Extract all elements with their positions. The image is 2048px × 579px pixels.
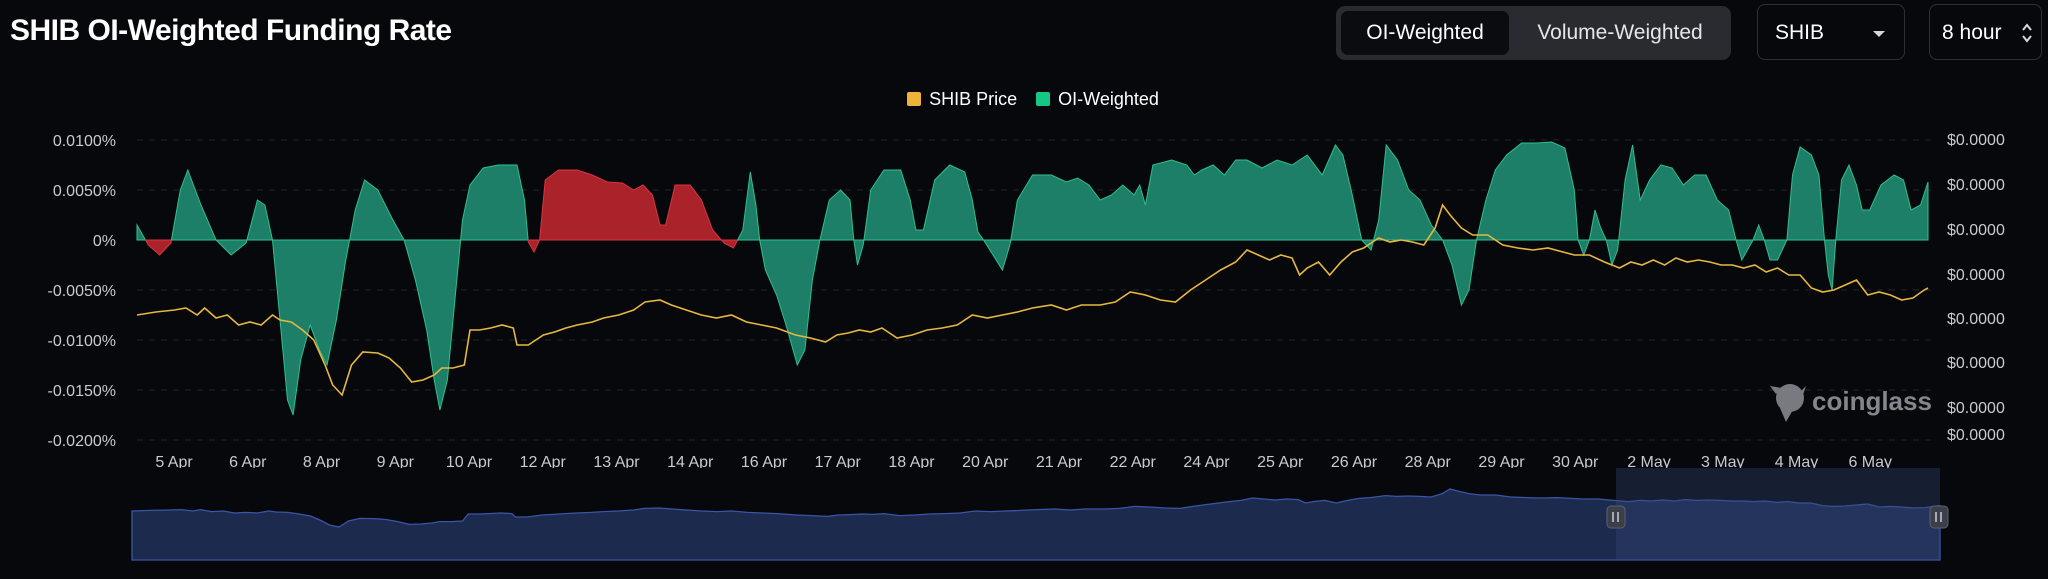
x-tick-label: 12 Apr — [520, 454, 567, 471]
symbol-select-value: SHIB — [1775, 21, 1825, 44]
y-left-tick-label: 0.0050% — [53, 183, 116, 200]
navigator[interactable] — [131, 468, 1949, 561]
updown-chevron-icon — [2022, 23, 2032, 43]
chevron-down-icon — [1873, 31, 1885, 37]
positive-funding-area — [1372, 141, 1620, 307]
y-axis-right: $0.0000 $0.0000 $0.0000 $0.0000 $0.0000 $0.00… — [1947, 132, 2005, 444]
y-right-tick-label: $0.0000 — [1947, 355, 2005, 372]
y-right-tick-label: $0.0000 — [1947, 132, 2005, 149]
positive-funding-area — [348, 179, 462, 411]
navigator-price-area — [131, 488, 1941, 561]
x-tick-label: 18 Apr — [888, 454, 935, 471]
x-tick-label: 29 Apr — [1478, 454, 1525, 471]
positive-funding-area — [863, 164, 1012, 272]
tab-oi-weighted[interactable]: OI-Weighted — [1341, 11, 1509, 55]
page-title: SHIB OI-Weighted Funding Rate — [10, 14, 452, 47]
negative-funding-area — [720, 239, 739, 249]
x-tick-label: 14 Apr — [667, 454, 714, 471]
positive-funding-area — [170, 168, 248, 256]
x-tick-label: 21 Apr — [1036, 454, 1083, 471]
x-tick-label: 26 Apr — [1331, 454, 1378, 471]
x-tick-label: 24 Apr — [1183, 454, 1230, 471]
y-left-tick-label: -0.0200% — [48, 433, 117, 450]
price-line — [136, 203, 1929, 397]
legend-swatch-oi — [1036, 92, 1051, 107]
positive-funding-area — [736, 171, 865, 367]
x-tick-label: 17 Apr — [815, 454, 862, 471]
watermark-text: coinglass — [1812, 386, 1932, 416]
price-line-group — [136, 203, 1929, 397]
x-tick-label: 22 Apr — [1110, 454, 1157, 471]
y-left-tick-label: -0.0100% — [48, 333, 117, 350]
y-right-tick-label: $0.0000 — [1947, 311, 2005, 328]
y-left-tick-label: 0.0100% — [53, 133, 116, 150]
tab-volume-weighted[interactable]: Volume-Weighted — [1537, 21, 1703, 44]
navigator-left-handle[interactable] — [1606, 505, 1626, 529]
y-right-tick-label: $0.0000 — [1947, 177, 2005, 194]
x-axis: 5 Apr 6 Apr 8 Apr 9 Apr 10 Apr 12 Apr 13 Apr 14… — [155, 454, 1892, 471]
coinglass-logo-icon — [1770, 384, 1806, 422]
x-tick-label: 2 May — [1627, 454, 1671, 471]
x-tick-label: 13 Apr — [593, 454, 640, 471]
legend-item-price[interactable]: SHIB Price — [929, 88, 1018, 109]
positive-funding-area — [136, 223, 147, 241]
x-tick-label: 30 Apr — [1552, 454, 1599, 471]
y-axis-left: 0.0100% 0.0050% 0% -0.0050% -0.0100% -0.0150%… — [48, 133, 117, 450]
y-left-tick-label: 0% — [93, 233, 116, 250]
navigator-right-handle[interactable] — [1929, 505, 1949, 529]
x-tick-label: 28 Apr — [1405, 454, 1452, 471]
x-tick-label: 10 Apr — [446, 454, 493, 471]
x-tick-label: 6 May — [1848, 454, 1892, 471]
navigator-selection[interactable] — [1616, 468, 1940, 560]
x-tick-label: 5 Apr — [155, 454, 193, 471]
y-right-tick-label: $0.0000 — [1947, 222, 2005, 239]
y-right-tick-label: $0.0000 — [1947, 400, 2005, 417]
x-tick-label: 4 May — [1775, 454, 1819, 471]
funding-areas — [136, 141, 1929, 416]
y-left-tick-label: -0.0050% — [48, 283, 117, 300]
legend: SHIB Price OI-Weighted — [0, 88, 2048, 110]
x-tick-label: 3 May — [1701, 454, 1745, 471]
negative-funding-area — [527, 169, 723, 254]
negative-funding-area — [144, 239, 172, 256]
y-left-tick-label: -0.0150% — [48, 383, 117, 400]
legend-item-oi-weighted[interactable]: OI-Weighted — [1058, 88, 1159, 109]
y-right-tick-label: $0.0000 — [1947, 267, 2005, 284]
x-tick-label: 16 Apr — [741, 454, 788, 471]
x-tick-label: 8 Apr — [303, 454, 341, 471]
positive-funding-area — [460, 164, 529, 241]
coinglass-watermark: coinglass — [1770, 384, 1932, 422]
weighting-toggle: OI-Weighted Volume-Weighted — [1336, 6, 1731, 60]
x-tick-label: 6 Apr — [229, 454, 267, 471]
interval-select-value: 8 hour — [1942, 21, 2002, 44]
positive-funding-area — [1618, 144, 1929, 291]
x-tick-label: 25 Apr — [1257, 454, 1304, 471]
x-tick-label: 20 Apr — [962, 454, 1009, 471]
y-right-tick-label: $0.0000 — [1947, 427, 2005, 444]
positive-funding-area — [1010, 144, 1375, 252]
positive-funding-area — [246, 199, 351, 416]
symbol-select[interactable]: SHIB — [1757, 4, 1905, 60]
legend-swatch-price — [907, 92, 922, 107]
interval-select[interactable]: 8 hour — [1929, 4, 2042, 60]
x-tick-label: 9 Apr — [377, 454, 415, 471]
